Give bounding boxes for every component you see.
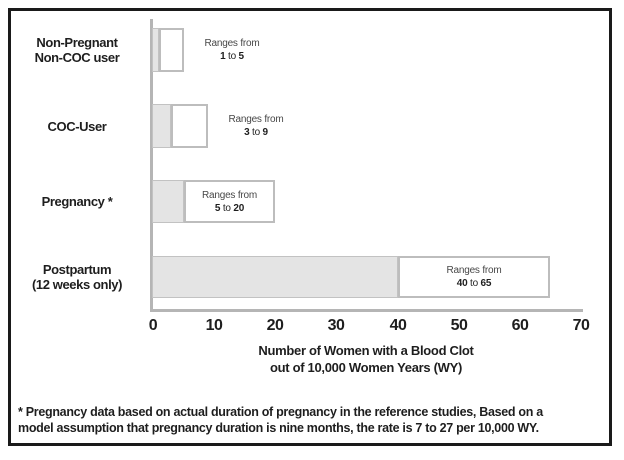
footnote-line2: model assumption that pregnancy duration… bbox=[18, 421, 539, 435]
x-axis-title-line2: out of 10,000 Women Years (WY) bbox=[269, 359, 463, 375]
bar-range-box bbox=[171, 104, 208, 148]
range-annotation-prefix: Ranges from bbox=[446, 265, 502, 276]
x-tick-label: 70 bbox=[572, 317, 590, 334]
bar-base-segment bbox=[152, 28, 159, 72]
range-annotation-prefix: Ranges from bbox=[201, 189, 258, 201]
range-annotation: Ranges from 5 to 20 bbox=[184, 180, 275, 223]
category-label: Pregnancy * bbox=[14, 180, 140, 223]
range-annotation-values: 1 to 5 bbox=[220, 51, 244, 62]
x-axis-title-line1: Number of Women with a Blood Clot bbox=[258, 343, 474, 358]
footnote: * Pregnancy data based on actual duratio… bbox=[18, 404, 606, 436]
range-annotation-values: 5 to 20 bbox=[214, 202, 245, 214]
category-label-line: Non-Pregnant bbox=[36, 35, 118, 50]
bar-base-segment bbox=[152, 180, 184, 223]
range-annotation-prefix: Ranges from bbox=[204, 38, 260, 49]
footnote-line1: * Pregnancy data based on actual duratio… bbox=[18, 405, 543, 419]
category-label: Non-Pregnant Non-COC user bbox=[14, 28, 140, 72]
x-tick-label: 60 bbox=[511, 317, 529, 334]
x-tick-label: 10 bbox=[205, 317, 223, 334]
range-annotation-prefix: Ranges from bbox=[228, 114, 284, 125]
x-tick-label: 30 bbox=[327, 317, 345, 334]
x-axis-line bbox=[150, 309, 583, 312]
bar-range-box bbox=[159, 28, 184, 72]
x-axis-title: Number of Women with a Blood Clot out of… bbox=[156, 343, 576, 376]
category-label-line: COC-User bbox=[47, 118, 107, 134]
x-tick-label: 40 bbox=[389, 317, 407, 334]
category-label-line: Non-COC user bbox=[34, 50, 120, 65]
x-tick-label: 50 bbox=[450, 317, 468, 334]
category-label-line: Postpartum bbox=[42, 262, 112, 277]
category-label: Postpartum (12 weeks only) bbox=[14, 256, 140, 298]
y-axis-line bbox=[150, 19, 153, 312]
x-tick-label: 20 bbox=[266, 317, 284, 334]
range-annotation: Ranges from 3 to 9 bbox=[214, 104, 298, 148]
range-annotation-values: 3 to 9 bbox=[244, 127, 268, 138]
category-label-line: (12 weeks only) bbox=[31, 277, 123, 292]
x-tick-label: 0 bbox=[148, 317, 158, 334]
bar-range-box bbox=[398, 256, 550, 298]
category-label: COC-User bbox=[14, 104, 140, 148]
bar-base-segment bbox=[152, 256, 398, 298]
range-annotation: Ranges from 1 to 5 bbox=[190, 28, 274, 72]
bar-base-segment bbox=[152, 104, 171, 148]
figure-border bbox=[8, 8, 612, 446]
category-label-line: Pregnancy * bbox=[41, 194, 113, 209]
range-annotation: Ranges from 40 to 65 bbox=[398, 256, 550, 298]
range-annotation-values: 40 to 65 bbox=[456, 278, 492, 289]
bar-range-box bbox=[184, 180, 275, 223]
